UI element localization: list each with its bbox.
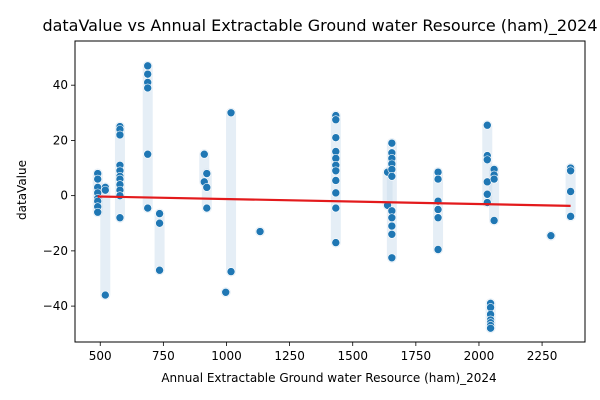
data-point bbox=[387, 213, 397, 223]
y-tick-label: −20 bbox=[43, 244, 68, 258]
data-point bbox=[331, 238, 341, 247]
data-point bbox=[155, 218, 164, 228]
x-tick-label: 2000 bbox=[464, 349, 495, 363]
data-point bbox=[143, 83, 153, 93]
data-point bbox=[387, 172, 397, 181]
data-point bbox=[155, 209, 164, 218]
data-point bbox=[226, 108, 236, 118]
data-point bbox=[486, 323, 495, 333]
data-point bbox=[482, 155, 492, 165]
y-axis-label: dataValue bbox=[15, 160, 29, 220]
data-point bbox=[331, 166, 341, 176]
data-point bbox=[331, 203, 341, 213]
y-tick-label: 0 bbox=[60, 189, 68, 203]
chart-title: dataValue vs Annual Extractable Ground w… bbox=[42, 16, 597, 36]
data-point bbox=[93, 174, 103, 184]
x-tick-label: 1500 bbox=[337, 349, 368, 363]
data-point bbox=[202, 183, 212, 192]
data-point bbox=[331, 115, 341, 125]
data-point bbox=[143, 203, 153, 213]
data-point bbox=[143, 149, 153, 159]
data-point bbox=[482, 120, 492, 130]
data-point bbox=[489, 216, 499, 225]
point-halo bbox=[154, 208, 165, 276]
data-point bbox=[255, 227, 265, 236]
data-point bbox=[387, 138, 397, 148]
y-tick-label: 20 bbox=[53, 133, 68, 147]
data-point bbox=[226, 267, 236, 276]
data-point bbox=[566, 166, 575, 176]
x-tick-label: 1000 bbox=[211, 349, 242, 363]
data-point bbox=[489, 174, 499, 184]
data-point bbox=[433, 174, 443, 184]
data-point bbox=[331, 188, 341, 198]
data-point bbox=[115, 130, 125, 140]
data-point bbox=[143, 69, 153, 79]
point-halo bbox=[100, 182, 111, 301]
x-axis-ticks: 500 750 1000 1250 1500 1750 2000 2250 bbox=[89, 342, 558, 363]
data-point bbox=[387, 230, 397, 239]
data-point bbox=[331, 176, 341, 185]
y-tick-label: 40 bbox=[53, 78, 68, 92]
y-axis-ticks: −40 −20 0 20 40 bbox=[43, 78, 75, 313]
data-point bbox=[155, 265, 164, 275]
data-points bbox=[93, 61, 575, 333]
x-tick-label: 500 bbox=[89, 349, 112, 363]
data-point bbox=[93, 207, 103, 217]
data-point bbox=[202, 169, 212, 178]
y-tick-label: −40 bbox=[43, 299, 68, 313]
data-point bbox=[115, 213, 125, 223]
data-point bbox=[387, 253, 397, 263]
x-tick-label: 2250 bbox=[527, 349, 558, 363]
data-point bbox=[100, 185, 110, 195]
plot-frame bbox=[74, 40, 586, 343]
data-point bbox=[202, 203, 212, 213]
data-point bbox=[199, 149, 209, 159]
x-tick-label: 750 bbox=[152, 349, 175, 363]
data-point bbox=[331, 133, 341, 142]
data-point bbox=[115, 191, 125, 200]
point-halo bbox=[142, 60, 153, 214]
trend-line bbox=[97, 195, 571, 207]
data-point bbox=[143, 61, 153, 71]
x-axis-label: Annual Extractable Ground water Resource… bbox=[161, 371, 496, 385]
data-point bbox=[566, 212, 575, 221]
data-point bbox=[433, 213, 443, 223]
data-point bbox=[566, 187, 575, 196]
data-point bbox=[433, 245, 443, 254]
x-tick-label: 1750 bbox=[401, 349, 432, 363]
trend-line-group bbox=[97, 195, 571, 207]
data-point bbox=[433, 205, 443, 214]
data-point bbox=[387, 221, 397, 231]
data-point bbox=[221, 287, 231, 297]
point-halo bbox=[226, 107, 237, 277]
data-point bbox=[482, 189, 492, 199]
data-point bbox=[100, 290, 110, 300]
data-point bbox=[546, 231, 556, 240]
x-tick-label: 1250 bbox=[274, 349, 305, 363]
